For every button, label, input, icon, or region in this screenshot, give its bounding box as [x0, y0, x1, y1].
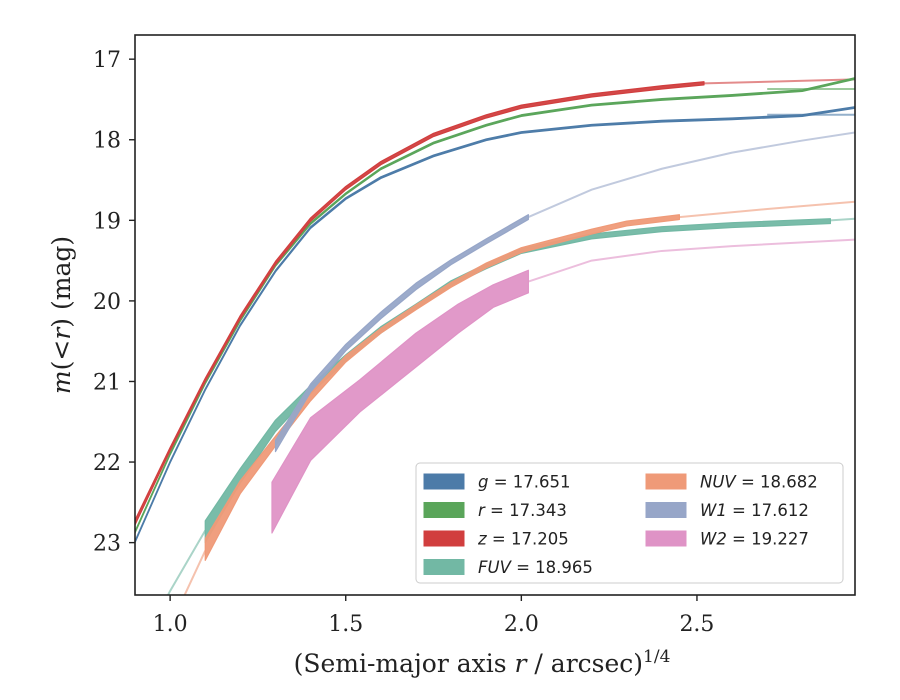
- legend-label-r: r = 17.343: [478, 501, 567, 520]
- z-model-line: [703, 78, 855, 85]
- legend-swatch-z: [423, 530, 465, 547]
- y-axis: 17 18 19 20 21 22 23: [93, 48, 135, 557]
- legend-label-w1: W1 = 17.612: [700, 501, 809, 520]
- legend-swatch-r: [423, 502, 465, 518]
- y-tick-label: 21: [93, 370, 121, 395]
- y-tick-label: 22: [93, 451, 121, 476]
- r-profile-band: [135, 77, 855, 534]
- g-profile-band: [135, 106, 855, 544]
- y-axis-label: m(<r) (mag): [47, 236, 76, 394]
- x-tick-label: 1.0: [153, 612, 188, 637]
- plot-frame: [134, 34, 856, 596]
- w2-profile-band: [271, 269, 529, 534]
- w1-profile-band: [274, 214, 529, 453]
- w2-model-line-outer: [528, 238, 855, 283]
- y-tick-label: 17: [93, 48, 121, 73]
- legend-box: [415, 462, 844, 584]
- x-tick-label: 2.5: [679, 612, 714, 637]
- x-tick-label: 1.5: [328, 612, 363, 637]
- y-tick-label: 20: [93, 290, 121, 315]
- x-axis: 1.0 1.5 2.0 2.5: [153, 595, 714, 637]
- legend-swatch-w2: [645, 530, 687, 547]
- legend-label-w2: W2 = 19.227: [700, 530, 809, 549]
- z-profile-band: [135, 81, 705, 526]
- legend: g = 17.651 r = 17.343 z = 17.205 FUV = 18.9…: [415, 462, 844, 584]
- x-tick-label: 2.0: [504, 612, 539, 637]
- x-axis-label: (Semi-major axis r / arcsec)1/4: [294, 647, 671, 678]
- legend-label-z: z = 17.205: [477, 530, 569, 549]
- w1-model-line: [527, 131, 855, 219]
- nuv-model-line-inner: [183, 550, 207, 595]
- legend-label-nuv: NUV = 18.682: [700, 473, 818, 492]
- legend-label-g: g = 17.651: [478, 473, 571, 492]
- y-tick-label: 19: [93, 209, 121, 234]
- y-tick-label: 23: [93, 532, 121, 557]
- legend-label-fuv: FUV = 18.965: [478, 558, 593, 577]
- nuv-profile-band: [204, 214, 680, 561]
- nuv-model-line-outer: [679, 200, 855, 219]
- data-layer: [135, 77, 855, 595]
- fuv-model-line-outer: [830, 217, 855, 222]
- y-tick-label: 18: [93, 129, 121, 154]
- legend-swatch-g: [423, 473, 465, 490]
- legend-swatch-fuv: [423, 559, 465, 575]
- fuv-model-line-inner: [166, 530, 207, 595]
- legend-swatch-w1: [645, 502, 687, 518]
- legend-swatch-nuv: [645, 473, 687, 490]
